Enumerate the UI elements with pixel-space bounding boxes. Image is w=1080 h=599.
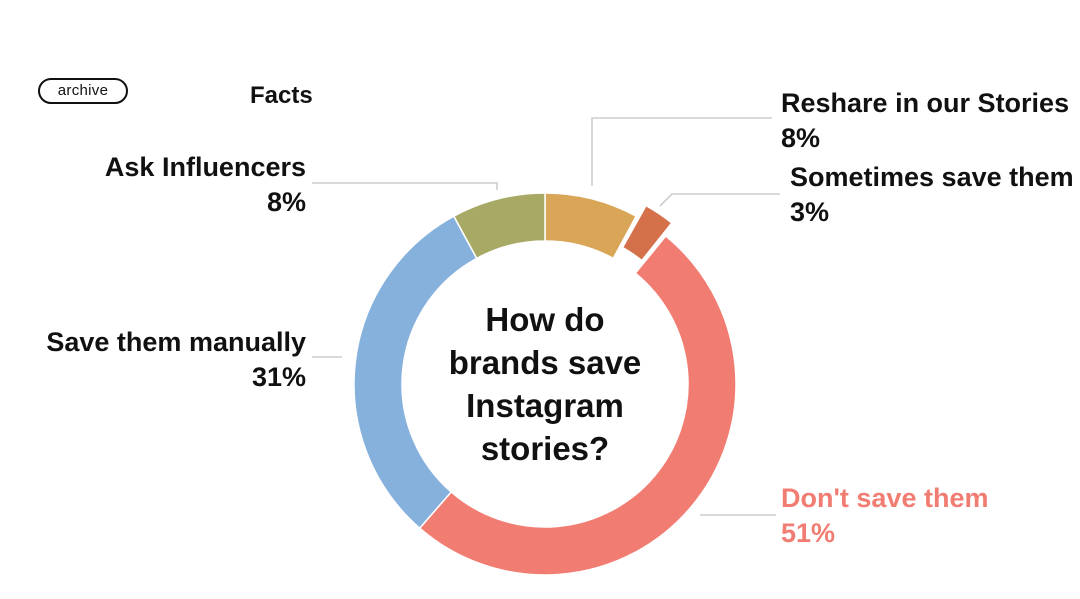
archive-badge[interactable]: archive — [38, 78, 128, 104]
slice-label-manual: Save them manually 31% — [46, 325, 306, 395]
slice-label-manual-value: 31% — [251, 362, 306, 392]
slice-influencers — [452, 192, 546, 260]
slice-label-dont-save-name: Don't save them — [781, 483, 989, 513]
chart-title-line-1: How do — [485, 301, 604, 338]
slice-reshare — [544, 192, 638, 260]
chart-title-line-2: brands save — [449, 344, 642, 381]
slice-label-reshare-name: Reshare in our Stories — [781, 88, 1070, 118]
leader-reshare — [591, 117, 772, 186]
leader-sometimes — [659, 193, 780, 207]
slice-label-influencers-name: Ask Influencers — [104, 152, 306, 182]
slice-label-influencers-value: 8% — [266, 187, 306, 217]
slice-label-sometimes-value: 3% — [790, 197, 830, 227]
chart-title: How do brands save Instagram stories? — [449, 301, 642, 467]
slice-label-influencers: Ask Influencers 8% — [105, 150, 306, 220]
leader-lines — [312, 117, 780, 516]
leader-influencers — [312, 182, 498, 190]
slice-sometimes — [621, 204, 673, 262]
slice-label-dont-save-value: 51% — [781, 518, 836, 548]
donut-slices — [353, 192, 737, 576]
slice-label-dont-save: Don't save them 51% — [781, 481, 988, 551]
slice-label-reshare-value: 8% — [781, 123, 821, 153]
section-title: Facts — [250, 82, 313, 109]
slice-label-sometimes-name: Sometimes save them — [790, 162, 1074, 192]
slice-label-sometimes: Sometimes save them 3% — [790, 160, 1074, 230]
slice-label-reshare: Reshare in our Stories 8% — [781, 86, 1069, 156]
slice-label-manual-name: Save them manually — [46, 327, 306, 357]
chart-title-line-4: stories? — [481, 430, 609, 467]
slice-dont-save — [418, 234, 737, 576]
chart-title-line-3: Instagram — [466, 387, 624, 424]
